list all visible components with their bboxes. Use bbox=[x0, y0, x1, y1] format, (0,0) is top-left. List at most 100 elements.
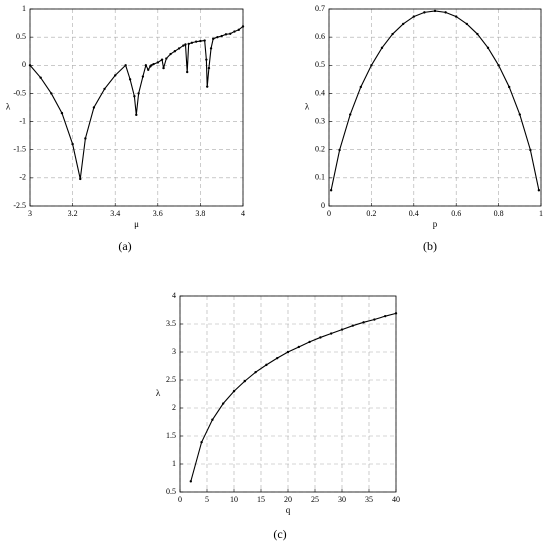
data-point bbox=[50, 92, 53, 95]
x-tick-label: 0 bbox=[327, 209, 331, 218]
data-point bbox=[518, 113, 521, 116]
data-point bbox=[384, 314, 387, 318]
data-point bbox=[147, 68, 150, 71]
data-point bbox=[205, 58, 208, 61]
x-tick-label: 0.2 bbox=[366, 209, 376, 218]
data-point bbox=[39, 76, 42, 79]
data-point bbox=[128, 78, 132, 81]
y-tick-label: 0 bbox=[22, 60, 26, 69]
data-point bbox=[476, 32, 479, 36]
data-point bbox=[237, 28, 240, 32]
x-tick-label: 3.8 bbox=[195, 209, 205, 218]
data-line bbox=[29, 26, 244, 180]
y-tick-label: -0.5 bbox=[13, 88, 26, 97]
x-axis-label: p bbox=[433, 219, 438, 229]
x-tick-label: 4 bbox=[241, 209, 245, 218]
y-tick-label: 0.3 bbox=[315, 116, 325, 125]
data-point bbox=[224, 33, 228, 36]
data-point bbox=[265, 363, 268, 367]
data-point bbox=[423, 11, 426, 14]
data-point bbox=[330, 332, 333, 335]
data-point bbox=[391, 32, 394, 36]
data-point bbox=[286, 350, 290, 354]
x-tick-label: 3.6 bbox=[153, 209, 163, 218]
y-tick-label: 1 bbox=[22, 4, 26, 13]
y-tick-label: 1.5 bbox=[166, 431, 176, 440]
plot-frame bbox=[29, 8, 244, 207]
data-point bbox=[177, 47, 181, 50]
data-point bbox=[351, 324, 354, 327]
data-point bbox=[160, 58, 164, 61]
data-point bbox=[209, 47, 213, 50]
y-tick-label: 2 bbox=[172, 403, 176, 412]
data-point bbox=[84, 137, 87, 140]
data-point bbox=[338, 148, 341, 152]
data-point bbox=[211, 418, 214, 421]
data-point bbox=[144, 64, 148, 67]
data-point bbox=[150, 64, 153, 67]
x-tick-label: 3.2 bbox=[68, 209, 78, 218]
y-tick-label: -1 bbox=[19, 116, 26, 125]
y-tick-label: 0.1 bbox=[315, 173, 325, 182]
y-axis-label: λ bbox=[6, 102, 11, 112]
data-point bbox=[433, 9, 437, 13]
data-point bbox=[537, 189, 541, 192]
data-point bbox=[152, 62, 155, 66]
data-point bbox=[243, 379, 246, 383]
x-tick-label: 0 bbox=[178, 495, 182, 504]
y-tick-label: 1 bbox=[172, 459, 176, 468]
y-tick-label: 3 bbox=[172, 347, 176, 356]
data-point bbox=[71, 142, 74, 146]
x-tick-label: 0.8 bbox=[494, 209, 504, 218]
data-point bbox=[182, 44, 185, 47]
data-point bbox=[319, 336, 322, 339]
data-point bbox=[133, 95, 136, 98]
data-point bbox=[135, 113, 138, 117]
y-tick-label: 0.6 bbox=[315, 32, 325, 41]
y-tick-label: 0.2 bbox=[315, 145, 325, 154]
x-tick-label: 35 bbox=[365, 495, 373, 504]
data-point bbox=[203, 39, 206, 42]
y-tick-label: 0 bbox=[321, 201, 325, 210]
data-point bbox=[465, 22, 468, 26]
data-point bbox=[60, 111, 64, 115]
data-point bbox=[103, 87, 106, 91]
y-axis-label: λ bbox=[156, 388, 161, 398]
data-point bbox=[349, 113, 352, 116]
data-point bbox=[165, 57, 168, 60]
data-point bbox=[233, 30, 236, 33]
data-point bbox=[486, 46, 490, 50]
y-tick-label: -1.5 bbox=[13, 145, 26, 154]
data-point bbox=[156, 61, 159, 64]
data-point bbox=[412, 15, 415, 18]
x-tick-label: 15 bbox=[257, 495, 265, 504]
x-tick-label: 0.6 bbox=[451, 209, 461, 218]
y-tick-label: -2 bbox=[19, 173, 26, 182]
data-point bbox=[194, 40, 198, 43]
data-point bbox=[173, 50, 177, 53]
data-point bbox=[124, 64, 127, 67]
data-point bbox=[444, 11, 447, 14]
x-axis-label: q bbox=[286, 505, 291, 515]
y-tick-label: 2.5 bbox=[166, 375, 176, 384]
data-point bbox=[402, 22, 405, 26]
data-point bbox=[216, 35, 219, 39]
data-point bbox=[254, 370, 257, 374]
data-point bbox=[380, 46, 384, 50]
y-tick-label: 0.5 bbox=[315, 60, 325, 69]
data-point bbox=[220, 34, 223, 38]
y-tick-label: 3.5 bbox=[166, 319, 176, 328]
data-point bbox=[169, 52, 172, 56]
x-tick-label: 1 bbox=[539, 209, 543, 218]
x-tick-label: 10 bbox=[230, 495, 238, 504]
data-point bbox=[362, 321, 365, 324]
y-axis-label: λ bbox=[305, 102, 310, 112]
x-tick-label: 40 bbox=[392, 495, 400, 504]
data-point bbox=[162, 66, 165, 70]
data-point bbox=[276, 356, 279, 360]
data-point bbox=[200, 440, 203, 444]
data-point bbox=[187, 42, 190, 46]
data-point bbox=[137, 92, 140, 95]
data-point bbox=[114, 74, 117, 77]
